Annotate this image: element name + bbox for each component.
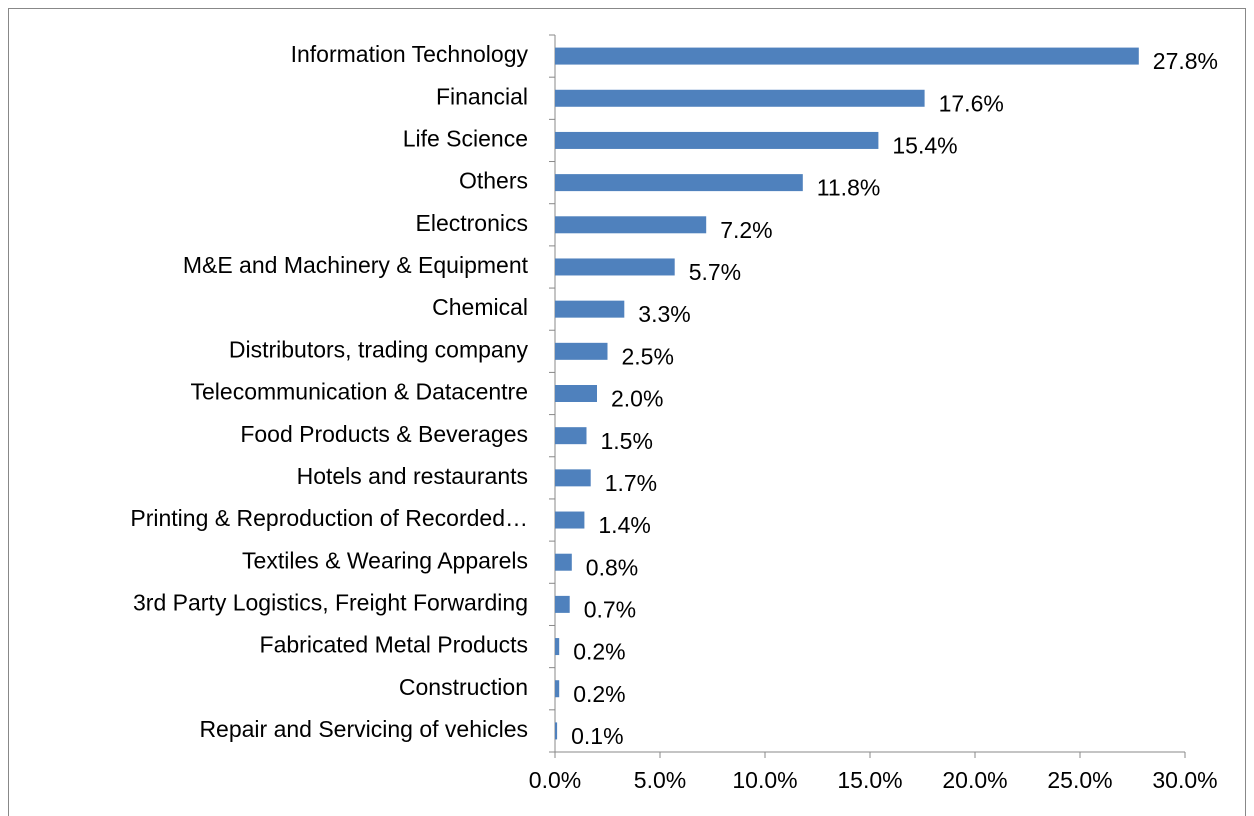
x-tick-label: 25.0% [1047, 767, 1112, 793]
value-label: 1.7% [605, 470, 657, 496]
value-label: 11.8% [817, 175, 881, 201]
x-tick-label: 10.0% [732, 767, 797, 793]
bar [555, 638, 560, 656]
x-tick-label: 15.0% [837, 767, 902, 793]
x-tick-label: 0.0% [529, 767, 581, 793]
y-tick-label: Distributors, trading company [229, 336, 529, 362]
y-tick-label: Financial [436, 83, 528, 109]
bar [555, 216, 707, 234]
value-label: 1.4% [598, 512, 650, 538]
y-tick-label: Life Science [403, 126, 528, 152]
value-label: 0.8% [586, 554, 638, 580]
bar [555, 722, 558, 740]
bar [555, 511, 585, 529]
bar [555, 427, 587, 445]
chart-border [8, 8, 1246, 816]
bar [555, 469, 591, 487]
y-tick-label: Food Products & Beverages [240, 421, 528, 447]
y-tick-label: Electronics [416, 210, 528, 236]
value-label: 0.2% [573, 639, 625, 665]
y-tick-label: Fabricated Metal Products [260, 632, 528, 658]
y-tick-label: Hotels and restaurants [297, 463, 528, 489]
y-tick-label: 3rd Party Logistics, Freight Forwarding [133, 589, 528, 615]
value-label: 3.3% [638, 301, 690, 327]
value-label: 5.7% [689, 259, 741, 285]
bar [555, 385, 597, 402]
bar [555, 174, 803, 192]
value-label: 2.5% [622, 343, 674, 369]
y-tick-label: Textiles & Wearing Apparels [242, 547, 528, 573]
value-label: 15.4% [892, 133, 957, 159]
y-tick-label: Others [459, 168, 528, 194]
value-label: 0.7% [584, 596, 636, 622]
bar [555, 47, 1139, 65]
value-label: 7.2% [720, 217, 772, 243]
y-tick-label: Repair and Servicing of vehicles [199, 716, 528, 742]
x-tick-label: 5.0% [634, 767, 686, 793]
y-tick-label: Telecommunication & Datacentre [191, 379, 529, 405]
bar [555, 131, 879, 149]
y-tick-label: Construction [399, 674, 528, 700]
value-label: 17.6% [939, 90, 1004, 116]
value-label: 27.8% [1153, 48, 1218, 74]
x-tick-label: 20.0% [942, 767, 1007, 793]
bar [555, 553, 572, 571]
value-label: 1.5% [601, 428, 653, 454]
bar [555, 89, 925, 107]
y-tick-label: Printing & Reproduction of Recorded… [130, 505, 528, 531]
y-tick-label: Chemical [432, 294, 528, 320]
bar [555, 300, 625, 318]
x-tick-label: 30.0% [1152, 767, 1217, 793]
value-label: 0.1% [571, 723, 623, 749]
bar [555, 680, 560, 698]
bar [555, 342, 608, 360]
bar [555, 595, 570, 613]
y-tick-label: Information Technology [291, 41, 529, 67]
bar [555, 258, 675, 276]
y-tick-label: M&E and Machinery & Equipment [183, 252, 529, 278]
value-label: 2.0% [611, 386, 663, 412]
value-label: 0.2% [573, 681, 625, 707]
